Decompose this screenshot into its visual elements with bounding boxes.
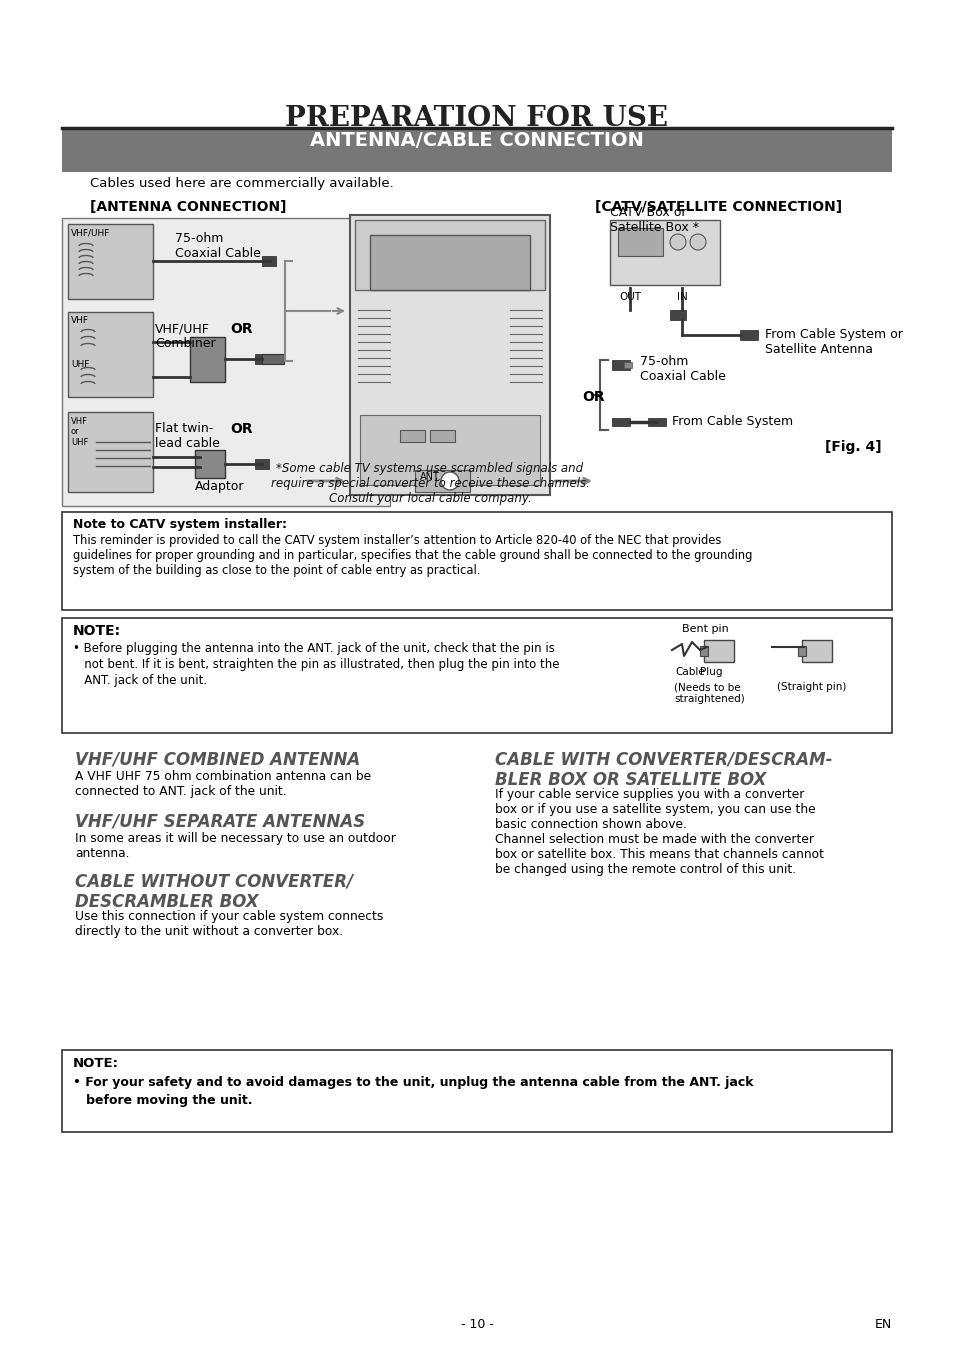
Bar [254,460,269,469]
Text: Cables used here are commercially available.: Cables used here are commercially availa… [90,177,394,190]
Text: Plug: Plug [700,667,721,677]
Text: [CATV/SATELLITE CONNECTION]: [CATV/SATELLITE CONNECTION] [595,200,841,214]
Text: before moving the unit.: before moving the unit. [73,1095,253,1107]
Text: [ANTENNA CONNECTION]: [ANTENNA CONNECTION] [90,200,286,214]
Bar [62,617,891,733]
Text: OR: OR [230,422,253,435]
Text: *Some cable TV systems use scrambled signals and
require a special converter to : *Some cable TV systems use scrambled sig… [271,462,589,506]
Bar [618,228,662,256]
Bar [359,415,539,485]
Bar [797,646,805,656]
Bar [62,1050,891,1132]
Text: NOTE:: NOTE: [73,1057,119,1070]
Text: Bent pin: Bent pin [681,624,728,634]
Text: PREPARATION FOR USE: PREPARATION FOR USE [285,105,668,132]
Bar [262,355,284,364]
Bar [68,311,152,398]
Text: EN: EN [874,1318,891,1330]
Text: Adaptor: Adaptor [194,480,244,493]
Text: ANTENNA/CABLE CONNECTION: ANTENNA/CABLE CONNECTION [310,131,643,150]
Text: Cable: Cable [675,667,704,677]
Text: VHF/UHF: VHF/UHF [71,228,111,237]
Text: VHF/UHF SEPARATE ANTENNAS: VHF/UHF SEPARATE ANTENNAS [75,811,365,830]
Bar [68,224,152,299]
Text: VHF/UHF COMBINED ANTENNA: VHF/UHF COMBINED ANTENNA [75,749,360,768]
Text: CATV Box or
Satellite Box *: CATV Box or Satellite Box * [609,206,699,235]
Text: • For your safety and to avoid damages to the unit, unplug the antenna cable fro: • For your safety and to avoid damages t… [73,1076,753,1089]
Bar [68,412,152,492]
Bar [62,218,390,506]
Bar [415,470,470,492]
Bar [612,360,629,369]
Bar [350,214,550,495]
Text: [Fig. 4]: [Fig. 4] [824,439,882,454]
Text: - 10 -: - 10 - [460,1318,493,1330]
Bar [254,355,269,364]
Bar [399,430,424,442]
Circle shape [440,472,458,491]
Bar [262,256,275,266]
Text: • Before plugging the antenna into the ANT. jack of the unit, check that the pin: • Before plugging the antenna into the A… [73,642,555,655]
Circle shape [669,235,685,249]
Text: (Straight pin): (Straight pin) [776,682,845,692]
Text: UHF: UHF [71,360,90,369]
Text: In some areas it will be necessary to use an outdoor
antenna.: In some areas it will be necessary to us… [75,832,395,860]
Text: OR: OR [230,322,253,336]
Text: CABLE WITHOUT CONVERTER/
DESCRAMBLER BOX: CABLE WITHOUT CONVERTER/ DESCRAMBLER BOX [75,872,353,911]
Text: IN: IN [676,293,687,302]
Text: Note to CATV system installer:: Note to CATV system installer: [73,518,287,531]
Bar [801,640,831,662]
Text: This reminder is provided to call the CATV system installer’s attention to Artic: This reminder is provided to call the CA… [73,534,752,577]
Bar [430,430,455,442]
Bar [669,310,685,319]
Text: OUT: OUT [618,293,640,302]
Bar [62,512,891,611]
Bar [609,220,720,284]
Text: CABLE WITH CONVERTER/DESCRAM-
BLER BOX OR SATELLITE BOX: CABLE WITH CONVERTER/DESCRAM- BLER BOX O… [495,749,832,789]
Bar [190,337,225,381]
Text: 75-ohm
Coaxial Cable: 75-ohm Coaxial Cable [639,355,725,383]
Bar [647,418,665,426]
Bar [194,450,225,479]
Bar [355,220,544,290]
Text: If your cable service supplies you with a converter
box or if you use a satellit: If your cable service supplies you with … [495,789,823,876]
Text: not bent. If it is bent, straighten the pin as illustrated, then plug the pin in: not bent. If it is bent, straighten the … [73,658,558,671]
Text: ANT. jack of the unit.: ANT. jack of the unit. [73,674,207,687]
Text: (Needs to be
straightened): (Needs to be straightened) [673,682,744,704]
Bar [612,418,629,426]
Text: 75-ohm
Coaxial Cable: 75-ohm Coaxial Cable [174,232,260,260]
Text: VHF
or
UHF: VHF or UHF [71,417,89,446]
Bar [370,235,530,290]
Text: Flat twin-
lead cable: Flat twin- lead cable [154,422,219,450]
Text: NOTE:: NOTE: [73,624,121,638]
Text: From Cable System or
Satellite Antenna: From Cable System or Satellite Antenna [764,328,902,356]
Bar [740,330,758,340]
Bar [623,363,631,368]
Text: VHF/UHF
Combiner: VHF/UHF Combiner [154,322,215,350]
Text: Use this connection if your cable system connects
directly to the unit without a: Use this connection if your cable system… [75,910,383,938]
Text: A VHF UHF 75 ohm combination antenna can be
connected to ANT. jack of the unit.: A VHF UHF 75 ohm combination antenna can… [75,770,371,798]
Bar [62,129,891,173]
Text: OR: OR [581,390,604,404]
Text: ANT.: ANT. [419,472,441,483]
Text: From Cable System: From Cable System [671,415,792,429]
Bar [700,646,707,656]
Bar [703,640,733,662]
Text: VHF: VHF [71,315,89,325]
Circle shape [689,235,705,249]
